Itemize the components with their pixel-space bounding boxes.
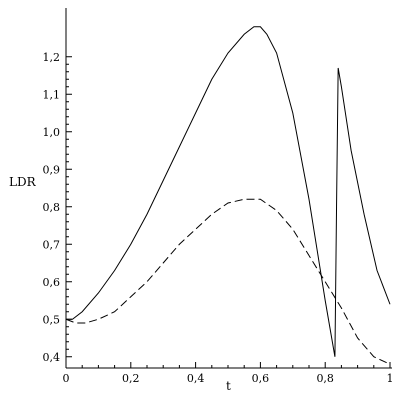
x-tick-label: 0: [63, 372, 70, 385]
x-tick-label: 1: [387, 372, 394, 385]
axes: [65, 8, 392, 369]
y-tick-label: 0,9: [43, 163, 61, 176]
ticks: 0 0,2 0,4 0,6 0,8 1 0,4 0,5 0,6 0,7 0,8 0,9 1,0 1,1 1,…: [43, 51, 394, 385]
series-line-dashed: [65, 198, 391, 365]
x-tick-label: 0,8: [316, 372, 334, 385]
series-layer: [65, 26, 391, 365]
y-tick-label: 0,5: [43, 313, 61, 326]
y-tick-label: 0,7: [43, 238, 61, 251]
x-tick-label: 0,4: [187, 372, 205, 385]
y-tick-label: 1,0: [43, 126, 61, 139]
y-axis-label: LDR: [9, 175, 37, 189]
series-line-solid: [66, 26, 391, 357]
x-tick-label: 0,6: [252, 372, 270, 385]
y-tick-label: 1,2: [43, 51, 61, 64]
y-tick-label: 0,6: [43, 276, 61, 289]
y-tick-label: 1,1: [43, 88, 61, 101]
x-tick-label: 0,2: [122, 372, 140, 385]
y-tick-label: 0,4: [43, 351, 61, 364]
y-tick-label: 0,8: [43, 201, 61, 214]
x-axis-label: t: [226, 379, 231, 393]
